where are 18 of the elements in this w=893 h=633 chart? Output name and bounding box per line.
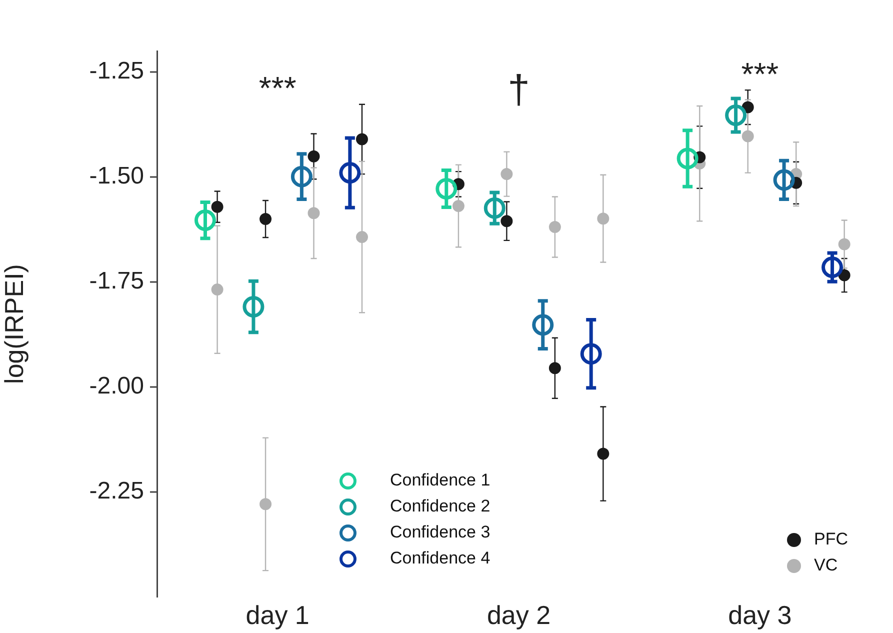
y-tick-label: -1.25 bbox=[89, 58, 144, 85]
y-tick-label: -1.50 bbox=[89, 162, 144, 190]
legend-label: Confidence 4 bbox=[390, 548, 490, 568]
annotation: † bbox=[508, 68, 530, 112]
y-tick-label: -1.75 bbox=[89, 268, 144, 295]
legend-label: Confidence 1 bbox=[390, 470, 490, 490]
x-tick-label: day 1 bbox=[246, 600, 310, 630]
y-axis-title: log(IRPEI) bbox=[0, 264, 29, 384]
y-tick-label: -2.25 bbox=[89, 478, 144, 505]
y-tick-label: -2.00 bbox=[89, 372, 144, 400]
legend-label: Confidence 2 bbox=[390, 496, 490, 516]
x-tick-label: day 2 bbox=[486, 600, 551, 630]
annotation: *** bbox=[258, 70, 296, 106]
legend-label: Confidence 3 bbox=[390, 522, 490, 542]
x-tick-label: day 3 bbox=[728, 600, 792, 630]
annotation: *** bbox=[741, 56, 779, 92]
legend-label: PFC bbox=[814, 530, 848, 549]
legend-label: VC bbox=[814, 556, 838, 575]
